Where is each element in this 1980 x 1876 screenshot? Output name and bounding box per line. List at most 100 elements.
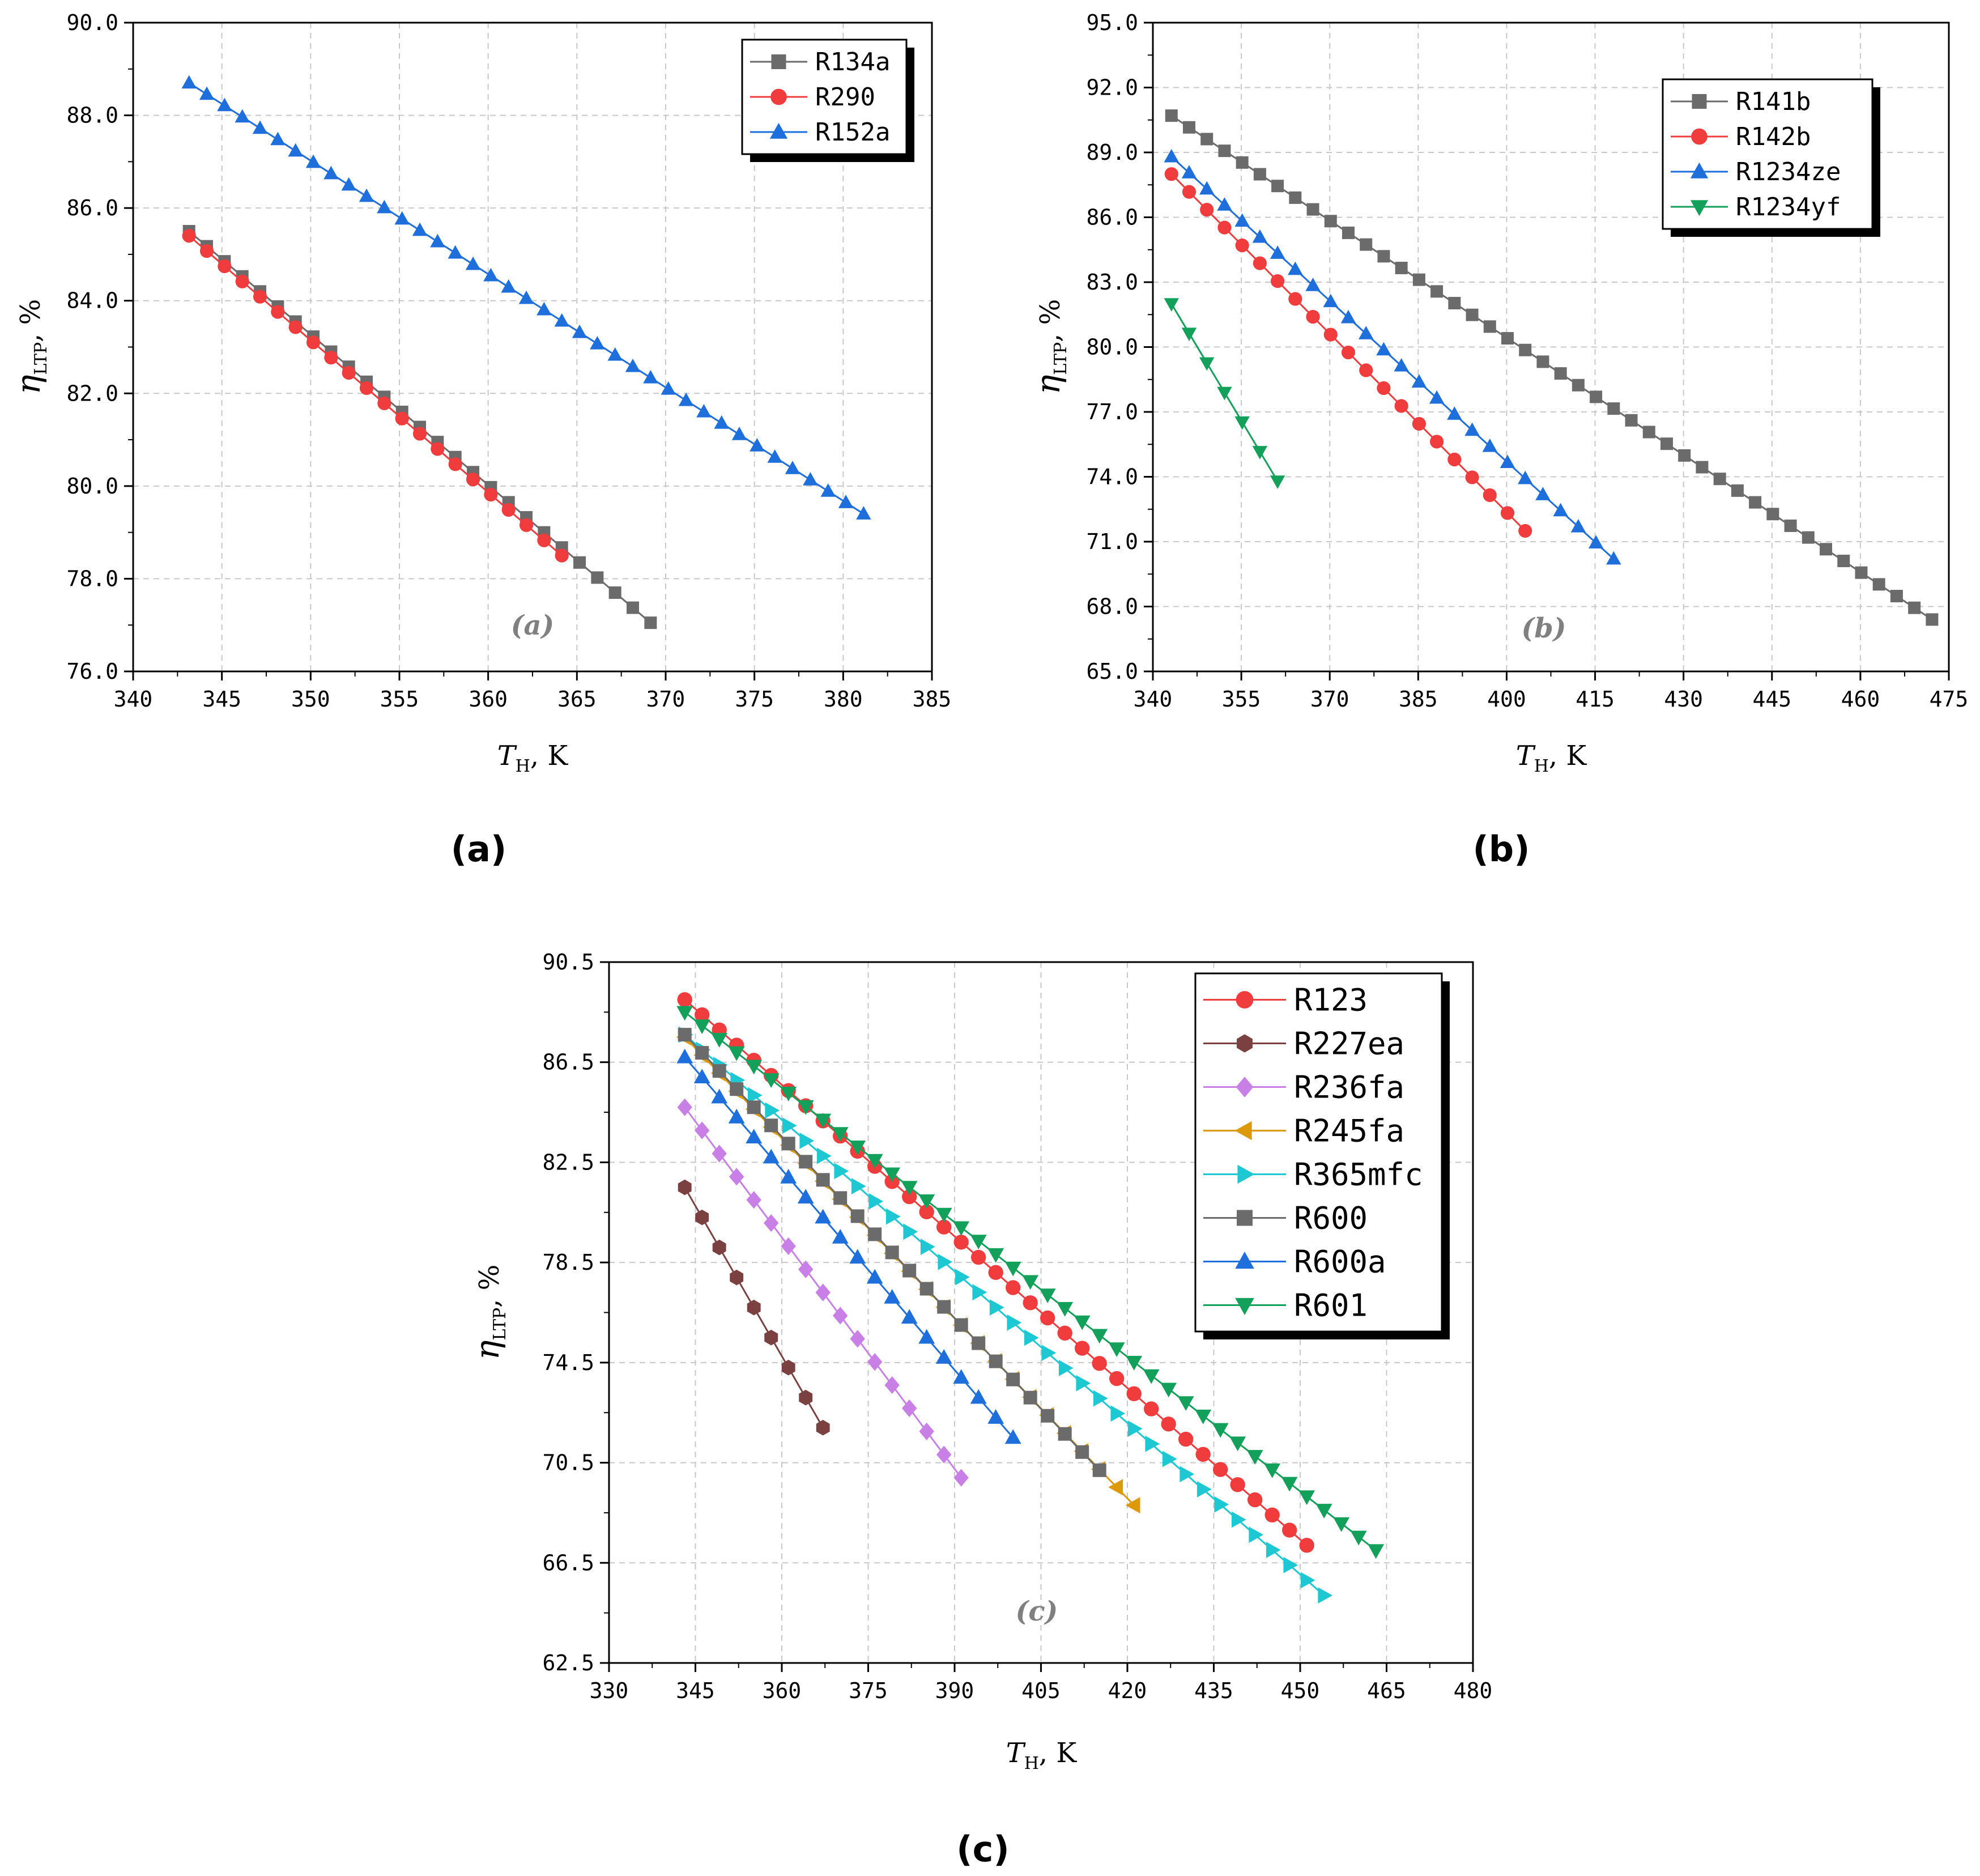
data-point-R290 — [431, 442, 445, 456]
legend-marker-R227ea — [1237, 1034, 1253, 1053]
data-point-R141b — [1501, 332, 1514, 345]
data-point-R152a — [643, 369, 658, 384]
x-tick-label: 405 — [1021, 1678, 1061, 1703]
data-point-R141b — [1271, 180, 1284, 193]
data-point-R600a — [849, 1249, 866, 1264]
data-point-R601 — [1333, 1517, 1350, 1532]
data-point-R290 — [199, 244, 214, 258]
data-point-R1234ze — [1288, 261, 1303, 275]
data-point-R600a — [918, 1329, 935, 1344]
data-point-R152a — [731, 427, 747, 440]
data-point-R290 — [306, 335, 321, 350]
legend-marker-R1234yf — [1690, 200, 1709, 216]
data-point-R245fa — [1108, 1479, 1123, 1496]
data-point-R142b — [1341, 345, 1356, 360]
y-tick-label: 68.0 — [1086, 594, 1138, 619]
data-point-R601 — [901, 1181, 918, 1196]
data-point-R152a — [430, 233, 445, 248]
data-point-R134a — [591, 571, 604, 584]
data-point-R134a — [573, 556, 586, 569]
x-tick-label: 400 — [1487, 687, 1526, 712]
series-R141b — [1165, 109, 1939, 626]
data-point-R601 — [1212, 1423, 1229, 1438]
x-tick-label: 480 — [1454, 1678, 1493, 1703]
data-point-R601 — [1022, 1275, 1039, 1290]
data-point-R152a — [501, 279, 516, 293]
data-point-R601 — [746, 1060, 763, 1075]
data-point-R152a — [820, 483, 836, 497]
data-point-R123 — [936, 1219, 952, 1235]
data-point-R141b — [1306, 203, 1319, 216]
data-point-R141b — [1820, 543, 1833, 556]
legend-marker-R290 — [770, 88, 787, 105]
legend-label: R1234ze — [1736, 158, 1841, 186]
data-point-R142b — [1271, 274, 1285, 288]
data-point-R152a — [305, 154, 321, 168]
data-point-R142b — [1500, 506, 1515, 520]
data-point-R601 — [676, 1006, 693, 1021]
legend-label: R600 — [1294, 1201, 1368, 1236]
x-tick-label: 360 — [469, 687, 508, 712]
data-point-R365mfc — [1093, 1390, 1108, 1407]
data-point-R141b — [1908, 601, 1921, 614]
plot-tag: (a) — [511, 610, 555, 641]
y-tick-label: 92.0 — [1086, 75, 1138, 100]
x-tick-label: 360 — [763, 1678, 802, 1703]
data-point-R142b — [1253, 256, 1267, 270]
y-axis-label: ηLTP, % — [468, 1265, 510, 1360]
data-point-R600a — [935, 1349, 952, 1364]
data-point-R141b — [1625, 414, 1638, 427]
y-tick-label: 74.5 — [542, 1350, 594, 1375]
data-point-R600a — [728, 1108, 745, 1124]
data-point-R600 — [781, 1137, 795, 1151]
data-point-R123 — [970, 1249, 986, 1265]
data-point-R1234yf — [1252, 446, 1268, 460]
data-point-R365mfc — [1162, 1450, 1177, 1467]
y-tick-label: 90.0 — [66, 10, 118, 35]
plot-tag: (b) — [1522, 612, 1566, 644]
chart-panel-a: 340 345 350 355 360 365 370 375 380 385 76.0 78.0 80… — [9, 10, 951, 776]
data-point-R141b — [1607, 402, 1620, 415]
data-point-R152a — [288, 143, 303, 157]
data-point-R152a — [181, 75, 197, 89]
data-point-R365mfc — [989, 1299, 1004, 1316]
data-point-R141b — [1395, 261, 1408, 274]
data-point-R365mfc — [1041, 1345, 1057, 1362]
data-point-R290 — [253, 290, 267, 304]
legend-marker-R600 — [1237, 1210, 1253, 1226]
data-point-R123 — [1161, 1416, 1176, 1432]
data-point-R227ea — [678, 1179, 692, 1196]
y-tick-label: 86.0 — [66, 195, 118, 220]
data-point-R152a — [412, 222, 428, 236]
data-point-R600 — [799, 1155, 813, 1169]
data-point-R601 — [763, 1073, 780, 1088]
legend-marker-R134a — [771, 54, 786, 69]
panel-caption: (b) — [1472, 828, 1530, 870]
data-point-R290 — [182, 229, 196, 243]
data-point-R1234ze — [1394, 358, 1409, 372]
y-tick-label: 77.0 — [1086, 399, 1138, 424]
data-point-R142b — [1164, 167, 1178, 181]
data-point-R365mfc — [1145, 1435, 1160, 1452]
data-point-R227ea — [781, 1359, 795, 1376]
data-point-R123 — [1023, 1295, 1038, 1311]
data-point-R236fa — [815, 1283, 831, 1301]
data-point-R290 — [395, 411, 409, 426]
data-point-R601 — [1229, 1436, 1246, 1452]
data-point-R141b — [1678, 449, 1691, 462]
y-tick-label: 74.0 — [1086, 465, 1138, 490]
data-point-R141b — [1713, 473, 1726, 486]
data-point-R365mfc — [747, 1087, 763, 1104]
data-point-R141b — [1572, 378, 1585, 392]
data-point-R141b — [1802, 531, 1815, 544]
series-R1234ze — [1164, 148, 1621, 565]
legend-label: R236fa — [1294, 1070, 1404, 1105]
data-point-R1234ze — [1181, 165, 1197, 178]
data-point-R236fa — [850, 1330, 865, 1348]
x-tick-label: 385 — [1399, 687, 1438, 712]
data-point-R236fa — [763, 1214, 779, 1232]
data-point-R600 — [972, 1336, 986, 1350]
legend-label: R227ea — [1294, 1026, 1404, 1062]
data-point-R1234ze — [1411, 374, 1427, 388]
data-point-R600 — [712, 1064, 726, 1078]
